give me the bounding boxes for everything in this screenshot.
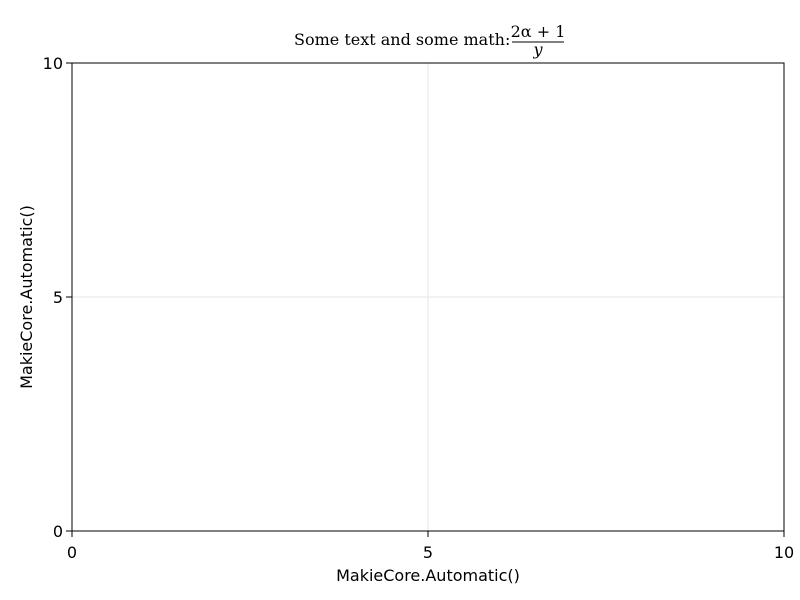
title-math-denominator: y: [532, 40, 543, 59]
y-tick-label: 10: [43, 54, 63, 73]
grid-lines: [71, 62, 785, 532]
chart-title: Some text and some math:: [294, 30, 510, 49]
x-axis-label: MakieCore.Automatic(): [336, 566, 520, 585]
y-axis-label: MakieCore.Automatic(): [17, 205, 36, 389]
x-tick-label: 0: [67, 543, 77, 562]
x-tick-label: 5: [423, 543, 433, 562]
y-tick-label: 0: [53, 522, 63, 541]
y-tick-label: 5: [53, 288, 63, 307]
axis-ticks: 0 5 10 0 5 10: [43, 54, 795, 562]
title-math-numerator: 2α + 1: [511, 22, 566, 41]
x-tick-label: 10: [774, 543, 794, 562]
